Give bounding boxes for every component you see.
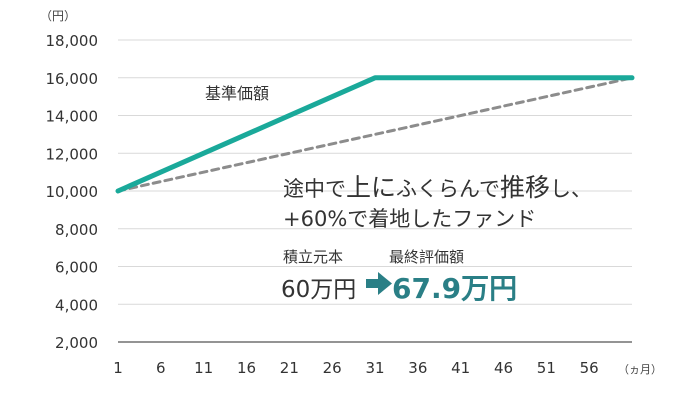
y-tick-label: 14,000 [46, 108, 99, 126]
x-tick-label: 11 [194, 359, 213, 377]
x-tick-label: 6 [156, 359, 166, 377]
nav-line [115, 75, 635, 194]
x-tick-label: 1 [113, 359, 123, 377]
series-lines [115, 75, 635, 194]
x-tick-label: 31 [365, 359, 384, 377]
y-tick-label: 2,000 [55, 334, 98, 352]
y-tick-label: 12,000 [46, 145, 99, 163]
x-tick-label: 21 [280, 359, 299, 377]
x-tick-label: 56 [580, 359, 599, 377]
y-tick-label: 8,000 [55, 221, 98, 239]
x-tick-label: 41 [451, 359, 470, 377]
annotation-line-1: 途中で上にふくらんで推移し、 [283, 173, 592, 202]
arrow-head [378, 272, 392, 295]
y-axis-ticks: 2,000 4,000 6,000 8,000 10,000 12,000 14,000 16… [46, 32, 99, 352]
y-unit-label: （円） [40, 9, 76, 23]
x-tick-label: 46 [494, 359, 513, 377]
x-tick-label: 51 [537, 359, 556, 377]
y-tick-label: 16,000 [46, 70, 99, 88]
arrow-right-icon [366, 272, 392, 295]
x-unit-label: （ヵ月） [618, 363, 662, 376]
annotation-line-2: +60%で着地したファンド [283, 207, 536, 231]
arrow-shaft [366, 279, 380, 288]
x-tick-label: 16 [237, 359, 256, 377]
y-tick-label: 10,000 [46, 183, 99, 201]
x-tick-label: 26 [323, 359, 342, 377]
x-axis-ticks: 1 6 11 16 21 26 31 36 41 46 51 56 [113, 359, 598, 377]
principal-label: 積立元本 [283, 248, 343, 266]
final-value-label: 最終評価額 [389, 248, 464, 266]
principal-line [116, 76, 634, 193]
principal-value: 60万円 [281, 277, 356, 303]
x-tick-label: 36 [408, 359, 427, 377]
final-value: 67.9万円 [392, 272, 517, 305]
series-label: 基準価額 [205, 84, 269, 103]
y-tick-label: 4,000 [55, 296, 98, 314]
y-tick-label: 18,000 [46, 32, 99, 50]
y-tick-label: 6,000 [55, 259, 98, 277]
